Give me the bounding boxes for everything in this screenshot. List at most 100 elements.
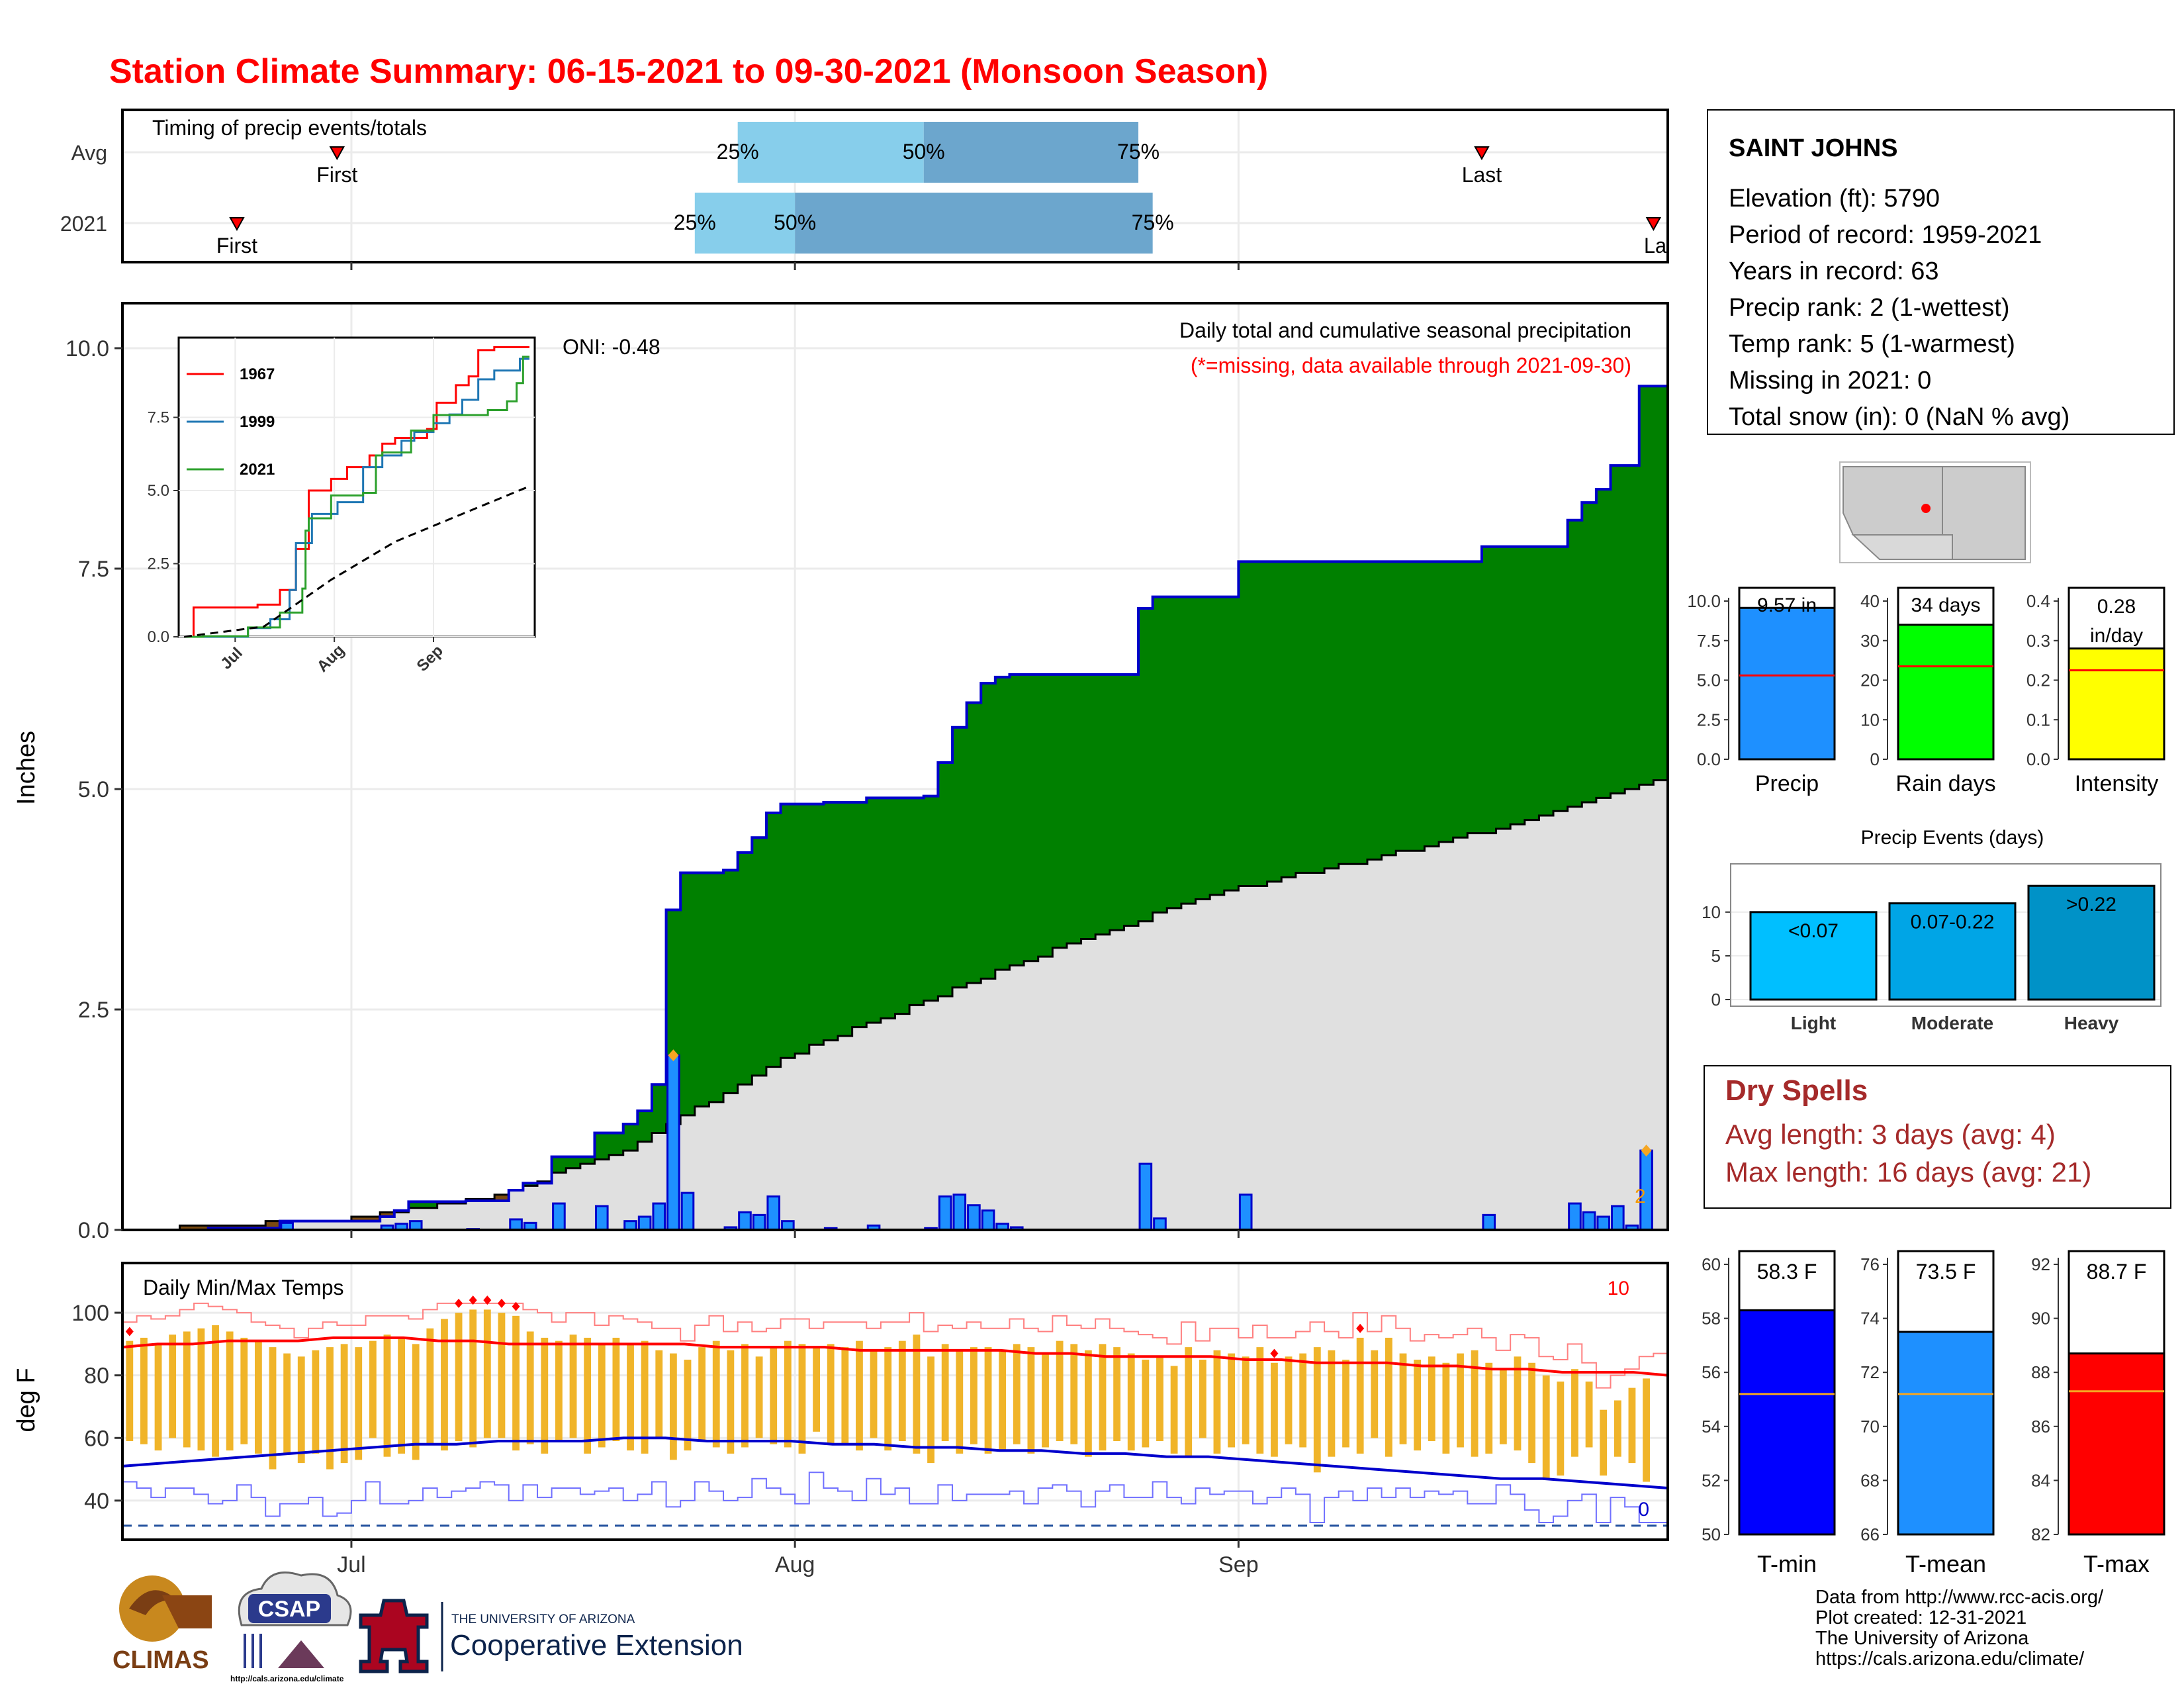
timing-box-50-75 [795, 193, 1153, 254]
temp-bar-label: T-min [1757, 1550, 1817, 1577]
temp-range-bar [727, 1350, 735, 1454]
temp-range-bar [1285, 1356, 1293, 1444]
temp-range-bar [641, 1340, 649, 1454]
surplus-fill [1439, 561, 1454, 842]
deficit-fill [351, 1217, 367, 1221]
temp-range-bar [584, 1337, 592, 1454]
surplus-fill [637, 1111, 653, 1142]
precip-ylabel: Inches [13, 731, 40, 805]
daily-precip-bar [967, 1204, 981, 1231]
event-bar [1749, 911, 1878, 1001]
surplus-fill [1353, 561, 1368, 865]
x-tick-label: Sep [414, 642, 447, 675]
daily-precip-bar [552, 1202, 566, 1231]
temp-range-bar [1342, 1360, 1349, 1448]
mini-bar [2068, 647, 2165, 761]
temp-range-bar [483, 1309, 491, 1438]
surplus-fill [408, 1201, 424, 1208]
y-tick-label: 7.5 [78, 557, 109, 582]
daily-precip-bar [509, 1218, 523, 1231]
tmax-average-line [122, 1336, 1668, 1377]
surplus-fill [1367, 561, 1383, 860]
temp-bar-value: 88.7 F [2087, 1260, 2147, 1284]
temp-range-bar [412, 1344, 420, 1460]
surplus-fill [981, 683, 996, 979]
y-tick-label: 20 [1860, 671, 1880, 690]
temp-range-bar [283, 1353, 291, 1454]
temp-range-bar [1542, 1375, 1550, 1479]
temp-range-bar [770, 1347, 778, 1444]
surplus-fill [1195, 596, 1210, 900]
surplus-fill [1109, 674, 1124, 931]
record-marker [483, 1295, 492, 1305]
surplus-fill [1510, 546, 1525, 825]
surplus-fill [1181, 596, 1197, 904]
temp-range-bar [326, 1347, 334, 1470]
daily-precip-bar [637, 1215, 652, 1231]
surplus-fill [1524, 546, 1539, 820]
y-tick-label: 30 [1860, 631, 1880, 651]
daily-precip-bar [666, 1054, 680, 1231]
y-tick-label: 86 [2031, 1417, 2050, 1436]
surplus-fill [723, 870, 739, 1094]
daily-precip-bar [1596, 1215, 1611, 1231]
station-name: SAINT JOHNS [1729, 134, 1897, 162]
timing-p50-label: 50% [903, 140, 945, 164]
ua-small-text: THE UNIVERSITY OF ARIZONA [451, 1613, 635, 1626]
surplus-fill [566, 1156, 581, 1168]
temp-range-bar [1585, 1382, 1593, 1448]
surplus-fill [1582, 502, 1597, 802]
inset-chart: 0.0 2.5 5.0 7.5 Jul Aug Sep 1967 1999 2021 [148, 336, 536, 676]
record-marker [125, 1327, 134, 1336]
timing-row-avg-label: Avg [71, 141, 107, 165]
event-bar-label: <0.07 [1788, 920, 1839, 942]
surplus-fill [1467, 561, 1482, 833]
timing-box-25-50 [694, 193, 796, 254]
x-tick-label: Jul [337, 1552, 365, 1577]
ua-logo: A THE UNIVERSITY OF ARIZONA Cooperative … [359, 1599, 743, 1673]
credit-line: Plot created: 12-31-2021 [1815, 1607, 2026, 1628]
daily-precip-bar [1138, 1162, 1153, 1231]
temp-range-bar [999, 1350, 1007, 1451]
surplus-fill [1210, 596, 1225, 895]
temp-range-bar [684, 1360, 692, 1451]
temp-range-bar [1514, 1356, 1522, 1451]
daily-precip-bar [652, 1202, 666, 1231]
surplus-fill [1324, 561, 1340, 868]
surplus-fill [1152, 596, 1167, 913]
surplus-fill [752, 837, 767, 1076]
y-tick-label: 84 [2031, 1470, 2050, 1490]
x-tick-label: Sep [1218, 1552, 1259, 1577]
first-marker [229, 217, 245, 232]
temp-range-bar [1371, 1350, 1379, 1438]
temp-frame [121, 1262, 1669, 1541]
surplus-fill [1038, 674, 1053, 957]
dry-spells-box: Dry Spells Avg length: 3 days (avg: 4) M… [1704, 1065, 2171, 1209]
surplus-fill [1167, 596, 1182, 908]
csap-wordmark: CSAP [258, 1597, 320, 1622]
temp-range-bar [526, 1331, 534, 1444]
surplus-fill [1496, 546, 1511, 829]
temp-range-bar [698, 1347, 706, 1442]
surplus-fill [909, 798, 925, 1006]
surplus-fill [766, 812, 782, 1067]
surplus-fill [651, 1084, 667, 1133]
daily-precip-bar [1582, 1211, 1596, 1231]
temp-range-bar [1628, 1387, 1636, 1464]
record-marker [512, 1301, 520, 1311]
surplus-fill [1338, 561, 1353, 865]
surplus-fill [1295, 561, 1310, 873]
station-line: Missing in 2021: 0 [1729, 367, 1931, 395]
credit-line: The University of Arizona [1815, 1628, 2029, 1649]
temp-range-bar [927, 1356, 934, 1464]
daily-precip-bar [738, 1211, 752, 1231]
observed-cumulative-line [122, 385, 1668, 1231]
y-tick-label: 10.0 [66, 336, 109, 361]
surplus-fill [823, 802, 839, 1041]
surplus-fill [737, 852, 752, 1085]
temp-range-bar [970, 1347, 978, 1444]
temp-range-bar [498, 1313, 506, 1438]
temp-range-bar [884, 1347, 892, 1451]
temp-range-bar [383, 1335, 391, 1457]
